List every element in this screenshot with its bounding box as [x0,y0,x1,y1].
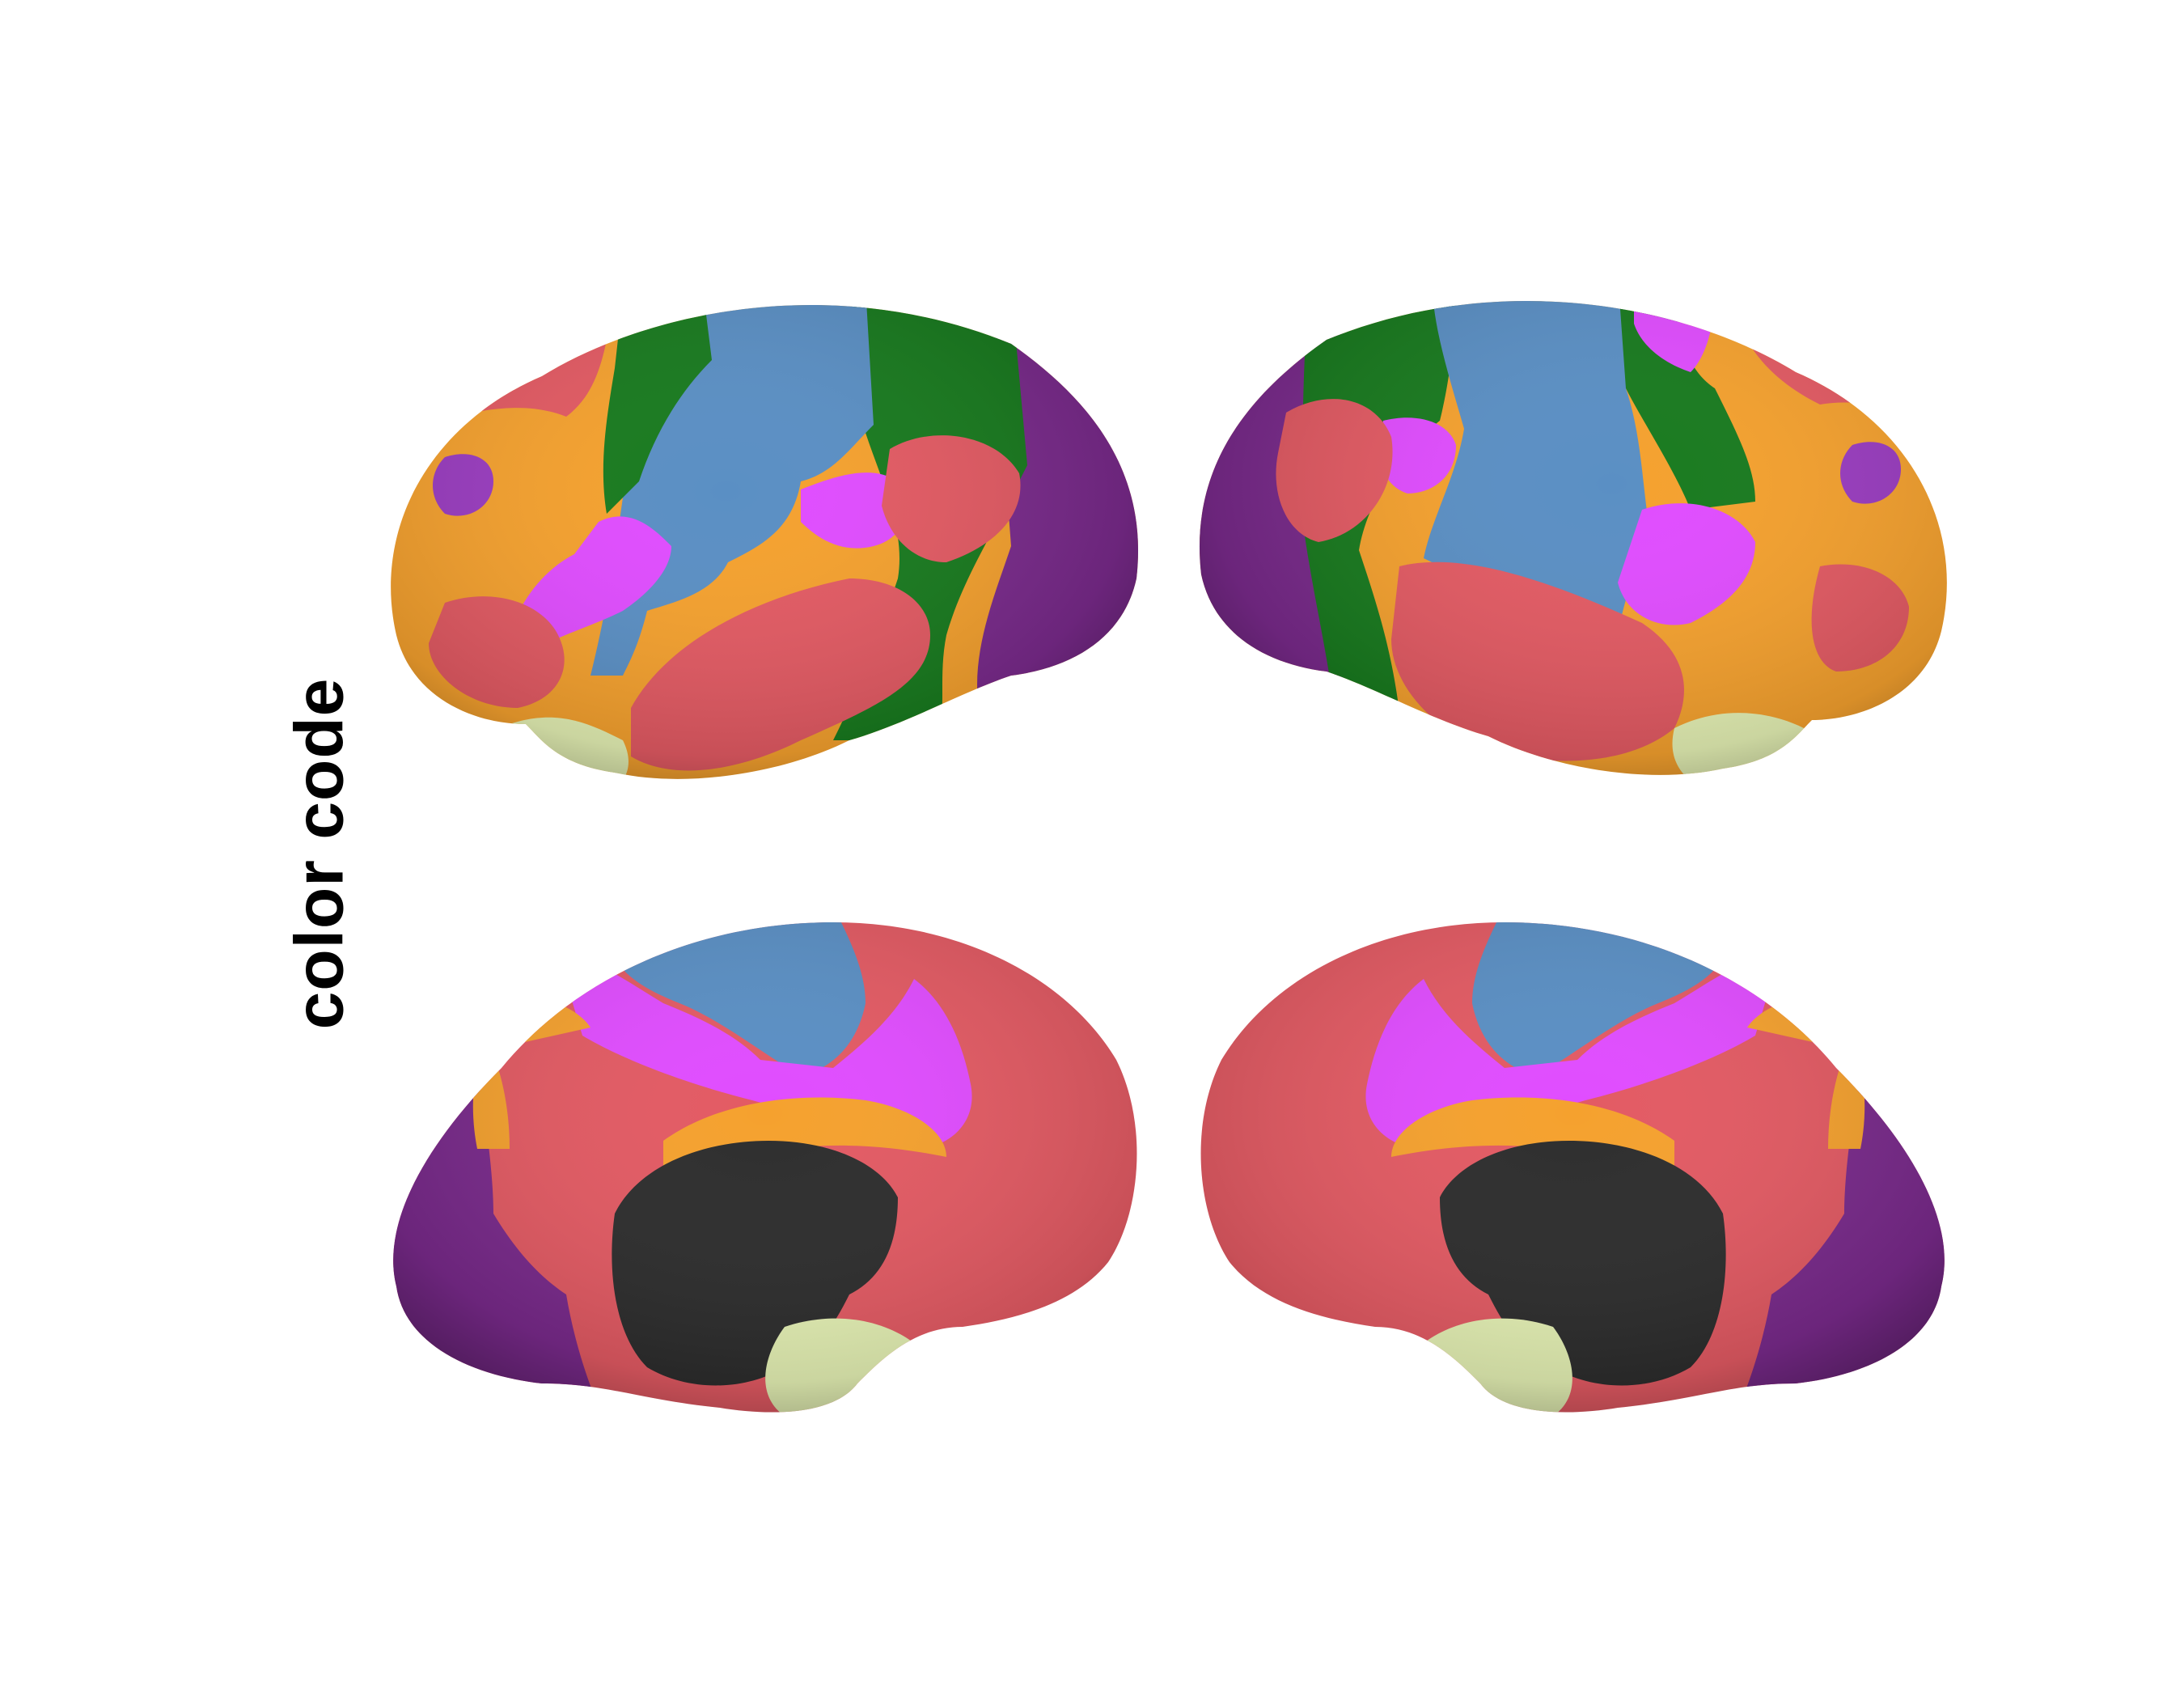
left-medial-brain-view [380,906,1149,1424]
right-lateral-brain-view [1189,275,1958,797]
left-lateral-brain-view [380,287,1149,797]
color-code-label: color code [281,677,358,1030]
right-medial-brain-view [1189,906,1958,1424]
